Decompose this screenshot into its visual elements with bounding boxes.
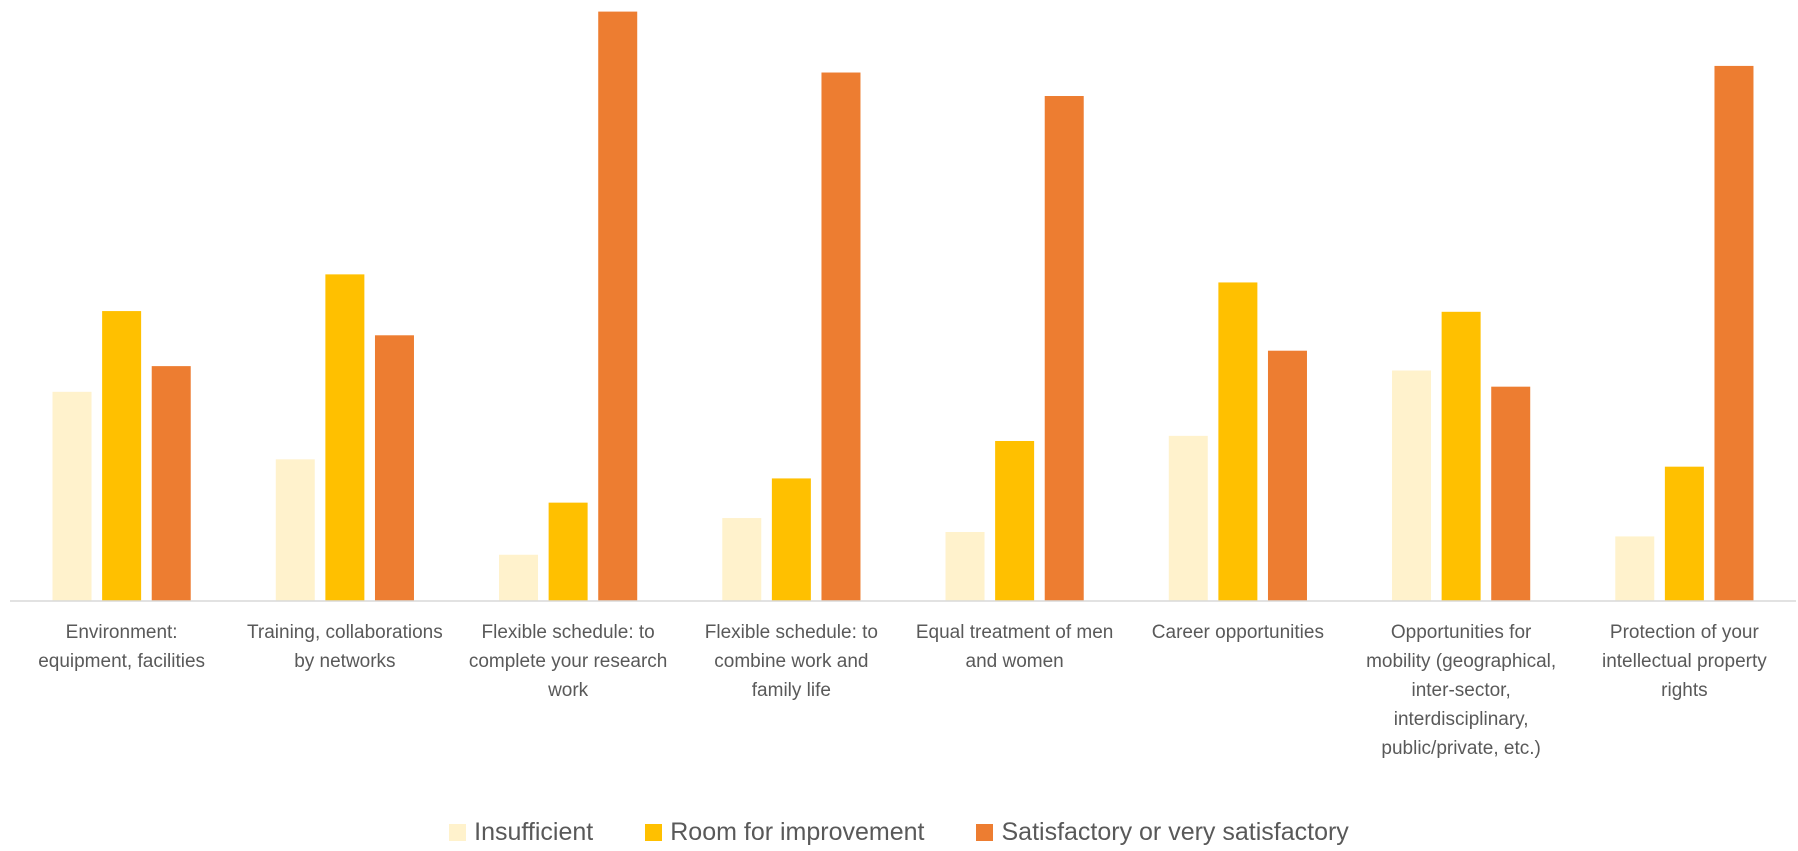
legend-item: Room for improvement [645, 818, 924, 847]
legend-swatch [976, 824, 994, 841]
bar [1218, 282, 1258, 601]
x-tick-label: Environment: equipment, facilities [38, 622, 206, 672]
legend-swatch [449, 824, 467, 841]
x-tick-label: Protection of your intellectual property… [1601, 622, 1767, 701]
bar [722, 518, 762, 601]
bar [821, 72, 861, 601]
bar [102, 311, 142, 601]
bar [275, 459, 315, 601]
x-tick-label: Flexible schedule: to combine work and f… [704, 622, 878, 701]
bar [548, 502, 588, 601]
x-tick-label: Career opportunities [1151, 622, 1324, 643]
legend-label: Insufficient [474, 818, 594, 846]
bar [1664, 466, 1704, 601]
legend-label: Satisfactory or very satisfactory [1001, 818, 1349, 846]
bar [1615, 536, 1655, 601]
bar [151, 366, 191, 601]
bar [1714, 65, 1754, 601]
legend: Insufficient Room for improvement Satisfac… [0, 818, 1798, 847]
bar [598, 11, 638, 601]
x-tick-label: Training, collaborations by networks [247, 622, 443, 672]
x-tick-label: Equal treatment of men and women [915, 622, 1114, 672]
x-tick-label: Opportunities for mobility (geographical… [1366, 622, 1557, 759]
bar [374, 335, 414, 601]
bar [499, 554, 539, 601]
legend-item: Satisfactory or very satisfactory [976, 818, 1349, 847]
bar [1491, 386, 1531, 601]
x-tick-label: Flexible schedule: to complete your rese… [468, 622, 668, 701]
bar [1044, 96, 1084, 602]
bar [945, 532, 985, 601]
legend-swatch [645, 824, 663, 841]
bar [1168, 435, 1208, 601]
bar [325, 274, 365, 601]
bar [771, 478, 811, 601]
bar [995, 440, 1035, 601]
legend-label: Room for improvement [670, 818, 925, 846]
bar [1392, 370, 1432, 601]
bar [52, 391, 92, 601]
bar [1267, 350, 1307, 601]
legend-item: Insufficient [449, 818, 593, 847]
bar [1441, 311, 1481, 601]
